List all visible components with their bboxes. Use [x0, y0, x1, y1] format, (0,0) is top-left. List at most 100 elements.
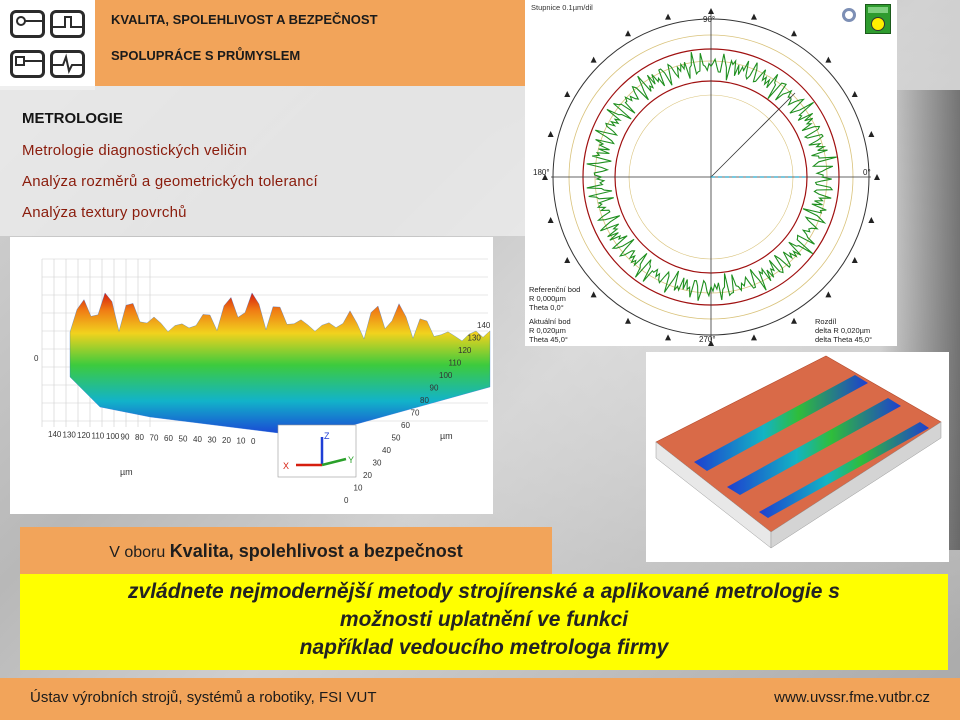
surface-mesh — [69, 292, 491, 438]
axis-z-label: Z — [324, 431, 330, 441]
x-tick-label: 30 — [208, 436, 217, 445]
polar-angle-marker — [750, 13, 757, 20]
section-item-1: Metrologie diagnostických veličin — [22, 142, 248, 159]
polar-angle-marker — [547, 216, 554, 223]
polar-radius-line — [710, 92, 796, 178]
polar-angle-marker — [625, 30, 631, 37]
x-tick-label: 50 — [179, 435, 188, 444]
y-tick-label: 110 — [449, 359, 462, 368]
x-tick-label: 70 — [150, 434, 159, 443]
polar-angle-marker — [590, 56, 597, 63]
header-title-box: KVALITA, SPOLEHLIVOST A BEZPEČNOST SPOLU… — [95, 0, 525, 86]
y-tick-label: 50 — [392, 434, 401, 443]
y-tick-label: 140 — [477, 321, 491, 330]
polar-angle-marker — [868, 216, 875, 223]
y-axis-unit: µm — [440, 431, 453, 441]
x-tick-label: 20 — [222, 436, 231, 445]
field-band-prefix: V oboru — [109, 544, 170, 561]
x-tick-label: 0 — [251, 437, 256, 446]
ref-point-theta: Theta 0,0° — [529, 303, 564, 312]
field-band-text: V oboru Kvalita, spolehlivost a bezpečno… — [20, 541, 552, 562]
polar-angle-marker — [791, 30, 797, 37]
y-tick-label: 60 — [401, 421, 410, 430]
pulse-signal-icon — [50, 50, 85, 78]
section-heading: METROLOGIE — [22, 110, 123, 127]
title-line-2: SPOLUPRÁCE S PRŮMYSLEM — [111, 48, 301, 63]
polar-angle-marker — [825, 291, 832, 298]
axis-y-label: Y — [348, 455, 354, 465]
polar-angle-marker — [564, 91, 571, 97]
ref-point-r: R 0,000µm — [529, 294, 566, 303]
footer-institute: Ústav výrobních strojů, systémů a roboti… — [30, 689, 377, 706]
groove-surface-3d-plot — [646, 352, 949, 562]
status-light-icon — [865, 4, 891, 34]
roundness-trace — [586, 51, 837, 301]
polar-angle-marker — [625, 317, 631, 324]
gauge-icon — [10, 10, 45, 38]
axis-triad: Z X Y — [277, 424, 357, 478]
highlight-box: zvládnete nejmodernější metody strojíren… — [20, 574, 948, 670]
title-line-1: KVALITA, SPOLEHLIVOST A BEZPEČNOST — [111, 12, 378, 27]
x-tick-label: 10 — [237, 437, 246, 446]
x-tick-label: 40 — [193, 435, 202, 444]
angle-left-label: 180° — [533, 168, 550, 177]
polar-angle-marker — [665, 13, 672, 20]
polar-angle-marker — [590, 291, 597, 298]
y-tick-label: 100 — [439, 371, 453, 380]
angle-right-label: 0° — [863, 168, 871, 177]
polar-angle-marker — [665, 334, 672, 341]
groove-3 — [759, 422, 929, 518]
angle-top-label: 90° — [703, 15, 715, 24]
polar-angle-marker — [851, 257, 858, 263]
square-signal-icon — [10, 50, 45, 78]
groove-side-right — [770, 421, 942, 549]
polar-angle-marker — [825, 56, 832, 63]
polar-angle-marker — [542, 174, 548, 180]
y-tick-label: 90 — [430, 384, 439, 393]
angle-bottom-label: 270° — [699, 335, 716, 344]
x-tick-label: 80 — [135, 433, 144, 442]
ref-point-title: Referenční bod — [529, 285, 580, 294]
diff-title: Rozdíl — [815, 317, 837, 326]
polar-angle-marker — [791, 317, 797, 324]
highlight-line-3: například vedoucího metrologa firmy — [299, 636, 669, 659]
x-axis-unit: µm — [120, 467, 133, 477]
x-tick-label: 100 — [106, 432, 120, 441]
y-tick-label: 30 — [373, 459, 382, 468]
y-tick-label: 20 — [363, 471, 372, 480]
x-tick-label: 130 — [63, 431, 77, 440]
polar-angle-marker — [547, 131, 554, 138]
polar-angle-marker — [868, 131, 875, 138]
axis-x-label: X — [283, 461, 289, 471]
magnifier-icon[interactable] — [842, 8, 856, 22]
polar-angle-marker — [750, 334, 757, 341]
field-band-name: Kvalita, spolehlivost a bezpečnost — [169, 541, 463, 561]
section-item-3: Analýza textury povrchů — [22, 204, 187, 221]
polar-angle-marker — [708, 8, 714, 14]
diff-theta: delta Theta 45,0° — [815, 335, 872, 344]
y-tick-label: 10 — [354, 484, 363, 493]
y-tick-label: 70 — [411, 409, 420, 418]
x-tick-label: 60 — [164, 434, 173, 443]
current-point-theta: Theta 45,0° — [529, 335, 568, 344]
field-band: V oboru Kvalita, spolehlivost a bezpečno… — [20, 527, 552, 574]
polar-angle-marker — [874, 174, 880, 180]
footer-url[interactable]: www.uvssr.fme.vutbr.cz — [774, 689, 930, 706]
x-tick-label: 120 — [77, 431, 91, 440]
groove-1 — [694, 375, 868, 471]
x-tick-label: 90 — [121, 433, 130, 442]
groove-2 — [727, 398, 901, 495]
polar-angle-marker — [564, 257, 571, 263]
y-tick-label: 80 — [420, 396, 429, 405]
polar-scale-label: Stupnice 0.1µm/dil — [531, 3, 593, 12]
section-item-2: Analýza rozměrů a geometrických toleranc… — [22, 173, 318, 190]
surface-texture-3d-plot: 140 130 120 110 100 90 80 70 60 50 40 30 20 10 0 0 10 20… — [10, 237, 493, 514]
polar-angle-marker — [851, 91, 858, 97]
x-tick-label: 110 — [92, 432, 105, 441]
highlight-line-2: možnosti uplatnění ve funkci — [339, 608, 629, 631]
highlight-line-1: zvládnete nejmodernější metody strojíren… — [128, 580, 840, 603]
step-signal-icon — [50, 10, 85, 38]
current-point-r: R 0,020µm — [529, 326, 566, 335]
polar-angle-marker — [708, 340, 714, 346]
footer: Ústav výrobních strojů, systémů a roboti… — [0, 678, 960, 720]
